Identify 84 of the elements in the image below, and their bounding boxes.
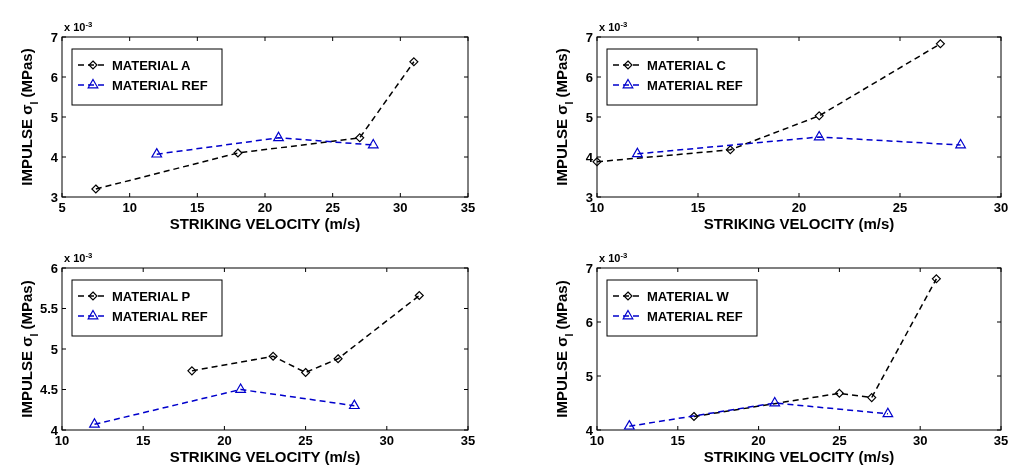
y-tick-label: 5 (585, 109, 593, 125)
point (882, 407, 894, 418)
text: x 10$^{-3}$ (599, 19, 628, 33)
y-tick-label: 6 (50, 260, 58, 276)
x-tick-label: 25 (892, 200, 908, 215)
point (414, 290, 424, 301)
text: x 10$^{-3}$ (64, 19, 93, 33)
x-tick-label: 30 (379, 433, 395, 448)
x-tick-label: 20 (257, 200, 273, 215)
legend-label: MATERIAL REF (647, 77, 743, 93)
x-tick-label: 15 (190, 200, 205, 215)
y-tick-label: 6 (50, 69, 58, 85)
point (623, 420, 635, 430)
point (355, 133, 365, 143)
y-tick-label: 5 (585, 368, 593, 384)
legend-label: MATERIAL A (112, 57, 192, 73)
y-tick-label: 4.5 (39, 382, 58, 398)
x-tick-label: 10 (54, 433, 70, 448)
legend-label: MATERIAL REF (112, 77, 208, 93)
x-tick-label: 20 (791, 200, 807, 215)
x-tick-label: 30 (912, 433, 928, 448)
y-tick-label: 4 (50, 149, 59, 165)
y-tick-label: 6 (585, 314, 593, 330)
y-tick-label: 5 (50, 109, 58, 125)
point (187, 366, 197, 376)
x-tick-label: 35 (993, 433, 1009, 448)
x-tick-label: 35 (460, 433, 476, 448)
x-tick-label: 20 (217, 433, 232, 448)
y-tick-label: 5.5 (39, 301, 58, 317)
point (592, 157, 602, 167)
point (813, 130, 825, 141)
point (301, 367, 311, 378)
text: x 10$^{-3}$ (599, 250, 628, 264)
x-tick-label: 15 (670, 433, 686, 448)
point (273, 131, 284, 142)
point (769, 396, 781, 407)
legend-label: MATERIAL P (112, 288, 191, 304)
point (834, 388, 844, 398)
x-tick-label: 10 (589, 200, 605, 215)
x-tick-label: 25 (325, 200, 340, 215)
legend-label: MATERIAL W (647, 288, 730, 304)
point (725, 145, 735, 155)
x-tick-label: 30 (993, 200, 1009, 215)
y-tick-label: 4 (585, 149, 594, 165)
point (348, 399, 360, 410)
text: x 10$^{-3}$ (64, 250, 93, 264)
point (689, 411, 699, 422)
legend-label: MATERIAL REF (112, 308, 208, 324)
x-tick-label: 30 (393, 200, 408, 215)
point (91, 184, 101, 194)
y-tick-label: 7 (585, 260, 593, 276)
y-tick-label: 3 (50, 189, 58, 205)
point (814, 111, 824, 121)
y-tick-label: 5 (50, 341, 58, 357)
point (268, 351, 278, 361)
y-tick-label: 7 (50, 29, 58, 45)
x-tick-label: 25 (832, 433, 847, 448)
x-tick-label: 10 (122, 200, 137, 215)
point (233, 148, 243, 158)
point (151, 148, 163, 158)
x-tick-label: 20 (751, 433, 766, 448)
point (89, 418, 100, 428)
x-tick-label: 10 (589, 433, 605, 448)
x-axis-title: STRIKING VELOCITY (m/s) (703, 448, 895, 465)
legend-label: MATERIAL C (647, 57, 727, 73)
point (631, 147, 643, 158)
y-tick-label: 7 (585, 29, 593, 45)
y-tick-label: 6 (585, 69, 593, 85)
point (955, 138, 967, 149)
point (931, 274, 941, 284)
point (333, 354, 343, 364)
x-tick-label: 15 (690, 200, 706, 215)
point (409, 57, 419, 67)
x-axis-title: STRIKING VELOCITY (m/s) (169, 215, 361, 232)
x-tick-label: 25 (298, 433, 313, 448)
point (867, 393, 877, 403)
x-tick-label: 35 (460, 200, 476, 215)
x-tick-label: 15 (135, 433, 151, 448)
x-axis-title: STRIKING VELOCITY (m/s) (169, 448, 361, 465)
point (935, 39, 945, 49)
legend-label: MATERIAL REF (647, 308, 743, 324)
point (235, 383, 247, 393)
x-axis-title: STRIKING VELOCITY (m/s) (703, 215, 895, 232)
point (367, 138, 379, 149)
